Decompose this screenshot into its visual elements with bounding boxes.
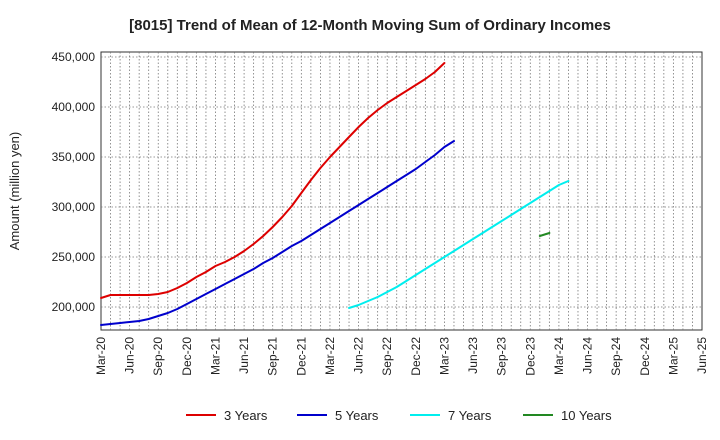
x-tick-label: Jun-25 — [695, 337, 709, 374]
series-line-7-years — [348, 180, 570, 309]
y-tick-label: 200,000 — [52, 300, 96, 314]
axes: 200,000 250,000 300,000 350,000 400,000 450,0… — [7, 50, 709, 376]
x-tick-label: Sep-20 — [151, 337, 165, 376]
x-tick-label: Mar-20 — [94, 337, 108, 375]
x-tick-label: Jun-24 — [581, 337, 595, 374]
x-tick-label: Sep-21 — [266, 337, 280, 376]
y-tick-label: 350,000 — [52, 150, 96, 164]
y-axis-label: Amount (million yen) — [7, 132, 22, 251]
legend-label-5-years: 5 Years — [335, 408, 379, 423]
y-tick-label: 400,000 — [52, 100, 96, 114]
x-tick-label: Jun-21 — [237, 337, 251, 374]
series-line-10-years — [538, 232, 551, 237]
x-tick-label: Dec-24 — [638, 337, 652, 376]
x-tick-label: Dec-23 — [523, 337, 537, 376]
series-line-3-years — [100, 62, 446, 299]
x-tick-label: Sep-24 — [609, 337, 623, 376]
x-tick-label: Jun-23 — [466, 337, 480, 374]
x-tick-label: Mar-21 — [208, 337, 222, 375]
x-tick-label: Dec-22 — [409, 337, 423, 376]
chart-title: [8015] Trend of Mean of 12-Month Moving … — [129, 17, 611, 34]
x-tick-label: Dec-21 — [294, 337, 308, 376]
y-tick-label: 250,000 — [52, 250, 96, 264]
grid — [100, 51, 703, 331]
legend: 3 Years 5 Years 7 Years 10 Years — [186, 408, 612, 423]
x-tick-label: Dec-20 — [180, 337, 194, 376]
plot-area-frame — [100, 51, 703, 331]
series-lines — [100, 62, 570, 326]
x-tick-label: Mar-24 — [552, 337, 566, 375]
x-tick-label: Sep-23 — [495, 337, 509, 376]
legend-label-10-years: 10 Years — [561, 408, 612, 423]
x-tick-label: Mar-22 — [323, 337, 337, 375]
legend-label-7-years: 7 Years — [448, 408, 492, 423]
x-tick-label: Jun-22 — [352, 337, 366, 374]
y-tick-label: 450,000 — [52, 50, 96, 64]
x-tick-label: Mar-25 — [666, 337, 680, 375]
x-tick-label: Mar-23 — [437, 337, 451, 375]
y-tick-label: 300,000 — [52, 200, 96, 214]
x-tick-label: Jun-20 — [123, 337, 137, 374]
legend-label-3-years: 3 Years — [224, 408, 268, 423]
x-tick-label: Sep-22 — [380, 337, 394, 376]
series-line-5-years — [100, 140, 455, 326]
